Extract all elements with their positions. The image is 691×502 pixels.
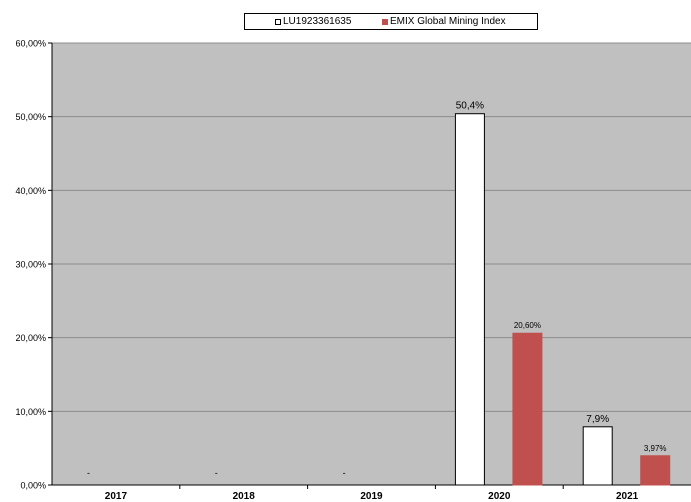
- y-tick-label: 40,00%: [15, 186, 46, 196]
- data-label: -: [343, 468, 346, 478]
- y-tick-label: 0,00%: [20, 481, 46, 491]
- bar: [582, 426, 613, 486]
- legend-item-series-2: EMIX Global Mining Index: [382, 16, 506, 27]
- chart-legend: LU1923361635 EMIX Global Mining Index: [244, 13, 538, 30]
- bar: [512, 332, 543, 486]
- legend-label-series-1: LU1923361635: [283, 16, 352, 27]
- x-tick-label: 2021: [616, 491, 639, 502]
- data-label: 7,9%: [586, 414, 609, 425]
- data-label: -: [87, 468, 90, 478]
- bar: [454, 113, 485, 486]
- legend-item-series-1: LU1923361635: [275, 16, 351, 27]
- data-label: -: [215, 468, 218, 478]
- x-tick-label: 2018: [233, 491, 256, 502]
- x-tick-label: 2019: [360, 491, 383, 502]
- data-label: 50,4%: [456, 101, 484, 112]
- legend-label-series-2: EMIX Global Mining Index: [390, 16, 506, 27]
- y-tick-label: 20,00%: [15, 333, 46, 343]
- x-tick-label: 2020: [488, 491, 511, 502]
- y-tick-label: 50,00%: [15, 112, 46, 122]
- legend-swatch-series-2: [382, 18, 388, 25]
- data-label: 20,60%: [514, 321, 541, 330]
- data-label: 3,97%: [644, 444, 667, 453]
- y-tick-label: 30,00%: [15, 260, 46, 270]
- y-tick-label: 10,00%: [15, 407, 46, 417]
- legend-swatch-series-1: [275, 18, 281, 25]
- x-tick-label: 2017: [105, 491, 128, 502]
- bar: [640, 455, 671, 486]
- y-tick-label: 60,00%: [15, 39, 46, 49]
